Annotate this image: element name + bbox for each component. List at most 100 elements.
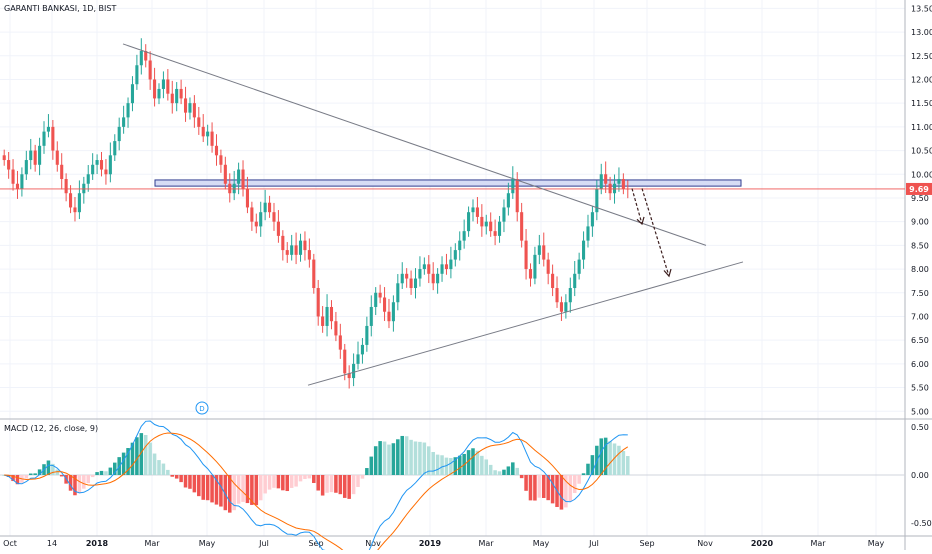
macd-histogram-bar: [104, 471, 108, 475]
candle-body: [595, 188, 599, 213]
candle-body: [621, 179, 625, 189]
macd-histogram-bar: [400, 435, 405, 475]
candle-body: [139, 51, 143, 66]
candle-body: [343, 349, 347, 374]
macd-histogram-bar: [409, 439, 413, 475]
candle-body: [148, 60, 152, 80]
candle-body: [480, 216, 484, 227]
candle-body: [285, 250, 289, 255]
macd-histogram-bar: [564, 475, 568, 508]
macd-histogram-bar: [143, 434, 148, 475]
candle-body: [268, 202, 272, 213]
macd-histogram-bar: [108, 467, 113, 475]
macd-y-tick-label: 0.50: [911, 423, 929, 432]
x-tick-label: Oct: [3, 539, 17, 548]
x-tick-label: Mar: [478, 539, 494, 548]
candle-body: [369, 306, 373, 326]
candle-body: [573, 273, 577, 289]
candle-body: [192, 103, 196, 118]
y-tick-label: 5.50: [911, 384, 929, 393]
macd-histogram-bar: [365, 468, 369, 475]
x-tick-label: Sep: [308, 539, 323, 548]
macd-histogram-bar: [77, 475, 82, 494]
candle-body: [99, 160, 104, 170]
macd-histogram-bar: [298, 475, 303, 482]
candle-body: [493, 231, 497, 236]
macd-histogram-bar: [188, 475, 192, 489]
y-tick-label: 11.00: [911, 123, 932, 132]
candle-body: [232, 183, 236, 194]
macd-histogram-bar: [480, 455, 484, 475]
macd-histogram-bar: [289, 475, 294, 488]
macd-histogram-bar: [223, 475, 228, 511]
y-tick-label: 13.00: [911, 28, 932, 37]
ascending-trendline: [307, 261, 744, 386]
macd-histogram-bar: [28, 473, 33, 475]
candle-body: [51, 126, 55, 151]
macd-histogram-bar: [254, 475, 259, 506]
candle-body: [356, 354, 360, 364]
macd-histogram-bar: [453, 457, 458, 475]
candle-body: [104, 169, 108, 175]
macd-histogram-bar: [515, 467, 519, 475]
candle-body: [612, 183, 617, 194]
macd-histogram-bar: [11, 475, 15, 482]
x-tick-label: Sep: [639, 539, 654, 548]
projection-arrowhead: [663, 268, 672, 278]
candle-body: [444, 264, 449, 270]
macd-histogram-bar: [431, 451, 435, 475]
macd-histogram-bar: [418, 441, 422, 475]
candle-body: [294, 245, 298, 255]
candle-body: [559, 302, 563, 312]
macd-histogram-bar: [338, 475, 343, 495]
macd-histogram-bar: [241, 475, 245, 502]
candle-body: [436, 273, 440, 284]
macd-histogram-bar: [227, 475, 232, 513]
macd-histogram-bar: [174, 475, 179, 479]
macd-histogram-bar: [86, 475, 91, 484]
candle-body: [281, 235, 285, 251]
macd-histogram-bar: [334, 475, 338, 493]
x-tick-label: Jul: [588, 539, 599, 548]
macd-histogram-bar: [320, 475, 325, 496]
candle-body: [347, 373, 351, 379]
candle-body: [290, 245, 294, 255]
macd-histogram-bar: [245, 475, 250, 504]
candle-body: [520, 212, 524, 241]
macd-histogram-bar: [201, 475, 205, 500]
macd-histogram-bar: [621, 451, 626, 475]
macd-histogram-bar: [197, 475, 201, 497]
macd-histogram-bar: [444, 457, 449, 475]
candle-body: [338, 335, 342, 350]
candle-body: [272, 212, 276, 222]
candle-body: [497, 221, 502, 236]
x-tick-label: May: [533, 539, 550, 548]
candle-body: [582, 240, 586, 260]
candle-body: [577, 259, 581, 274]
candle-body: [95, 160, 99, 165]
candle-body: [307, 250, 311, 260]
macd-histogram-bar: [152, 453, 157, 475]
x-tick-label: Mar: [810, 539, 826, 548]
macd-histogram-bar: [294, 475, 298, 487]
macd-histogram-bar: [475, 450, 480, 475]
candle-body: [312, 259, 316, 289]
candle-body: [387, 311, 391, 322]
candle-body: [7, 160, 11, 170]
dividend-badge-text: D: [199, 405, 204, 413]
macd-histogram-bar: [541, 475, 546, 498]
macd-histogram-bar: [550, 475, 555, 504]
candle-body: [475, 207, 479, 217]
macd-histogram-bar: [378, 441, 382, 475]
macd-histogram-bar: [382, 441, 387, 475]
macd-histogram-bar: [568, 475, 573, 502]
macd-histogram-bar: [126, 448, 130, 475]
y-tick-label: 5.00: [911, 407, 929, 416]
macd-histogram-bar: [440, 455, 444, 475]
candle-body: [29, 150, 33, 161]
macd-histogram-bar: [435, 454, 440, 475]
candle-body: [153, 79, 157, 99]
macd-histogram-bar: [51, 463, 55, 475]
